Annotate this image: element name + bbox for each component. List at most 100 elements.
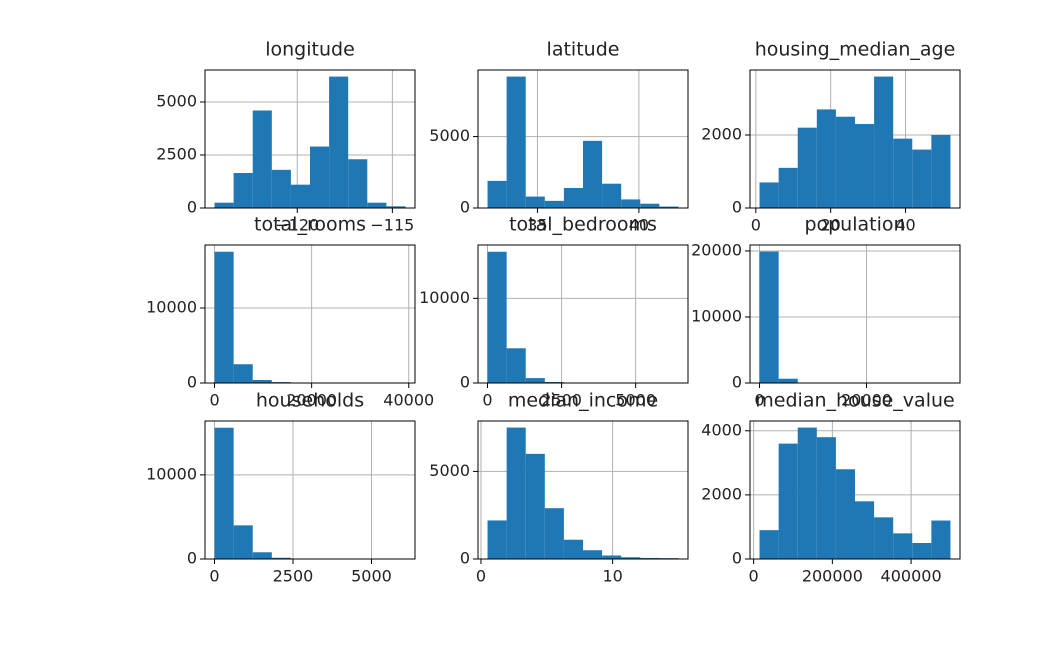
x-tick-label: 0 [476,567,486,586]
bar [893,138,913,208]
x-tick-label: 40 [895,216,915,235]
bar [348,159,368,208]
y-tick-label: 10000 [146,298,197,317]
bar [525,378,545,383]
bar [778,167,798,208]
bar [931,134,951,208]
subplot-title: median_house_value [755,390,954,412]
y-tick-label: 0 [732,549,742,568]
subplot: 0 20000 0 10000 20000 population [691,214,961,410]
subplot-title: households [256,390,364,412]
bar [214,202,234,208]
x-tick-label: 0 [749,567,759,586]
x-tick-label: 0 [209,391,219,410]
bar [640,557,660,559]
bar [487,180,507,208]
bar [252,110,272,208]
subplot: 35 40 0 5000 latitude [429,39,689,235]
bar [874,76,894,208]
subplot-title: median_income [508,390,658,412]
y-tick-label: 0 [460,373,470,392]
subplot: 0 20 40 0 2000 housing_median_age [701,39,961,235]
subplot: 0 2500 5000 0 10000 households [146,390,416,586]
x-tick-label: 5000 [615,391,656,410]
bar [290,184,310,208]
y-tick-label: 0 [187,549,197,568]
x-tick-label: 20000 [286,391,337,410]
bar [912,542,932,559]
bar [874,517,894,559]
y-tick-label: 10000 [146,464,197,483]
axes-frame [477,420,689,560]
x-tick-label: 5000 [351,567,392,586]
bar [893,533,913,559]
subplot-title: housing_median_age [755,39,956,61]
bar [759,182,779,208]
subplot: 0 20000 40000 0 10000 total_rooms [146,214,434,410]
bar [854,501,875,559]
bar [759,530,779,559]
bar [640,203,660,208]
x-tick-label: 10 [602,567,622,586]
bar [583,140,603,208]
bar [855,124,875,208]
bar [816,109,836,208]
y-tick-label: 4000 [701,420,742,439]
axes-frame [204,420,416,560]
bar [386,206,406,208]
x-tick-label: 35 [527,216,547,235]
bar [563,188,583,208]
y-tick-label: 0 [732,373,742,392]
bar [525,196,545,208]
y-tick-label: 2000 [701,124,742,143]
bar [252,380,272,383]
bar [759,251,779,383]
subplot-title: latitude [547,39,620,61]
x-tick-label: 40000 [383,391,434,410]
y-tick-label: 10000 [419,288,470,307]
x-tick-label: 200000 [802,567,863,586]
y-tick-label: 5000 [429,126,470,145]
x-tick-label: 40 [629,216,649,235]
axes-frame [749,244,961,384]
bar [912,149,932,208]
bar [271,169,291,208]
x-tick-label: 20000 [841,391,892,410]
bar [310,146,330,208]
bar [487,520,507,559]
axes-background [750,245,960,383]
x-tick-label: 0 [482,391,492,410]
y-tick-label: 10000 [691,306,742,325]
y-tick-label: 0 [187,373,197,392]
subplot: 0 2500 5000 0 10000 total_bedrooms [419,214,689,410]
bar [544,508,564,559]
bar [602,183,622,208]
bar [487,251,507,383]
subplot-title: population [804,214,905,236]
x-tick-label: 0 [754,391,764,410]
x-tick-label: 400000 [881,567,942,586]
x-tick-label: 0 [751,216,761,235]
bar [214,251,234,383]
subplot-title: total_bedrooms [509,214,657,236]
bar [506,348,526,383]
bar [931,520,951,559]
bar [544,381,564,383]
axes-frame [749,420,961,560]
x-tick-label: 20 [820,216,840,235]
x-tick-label: 0 [209,567,219,586]
bar [233,525,253,559]
y-tick-label: 5000 [156,92,197,111]
bar [233,364,253,383]
axes-frame [749,69,961,209]
axes-background [205,245,415,383]
bar [778,443,798,559]
y-tick-label: 0 [732,198,742,217]
bar [233,173,253,208]
y-tick-label: 2500 [156,145,197,164]
bar [797,127,817,208]
x-tick-label: 2500 [541,391,582,410]
